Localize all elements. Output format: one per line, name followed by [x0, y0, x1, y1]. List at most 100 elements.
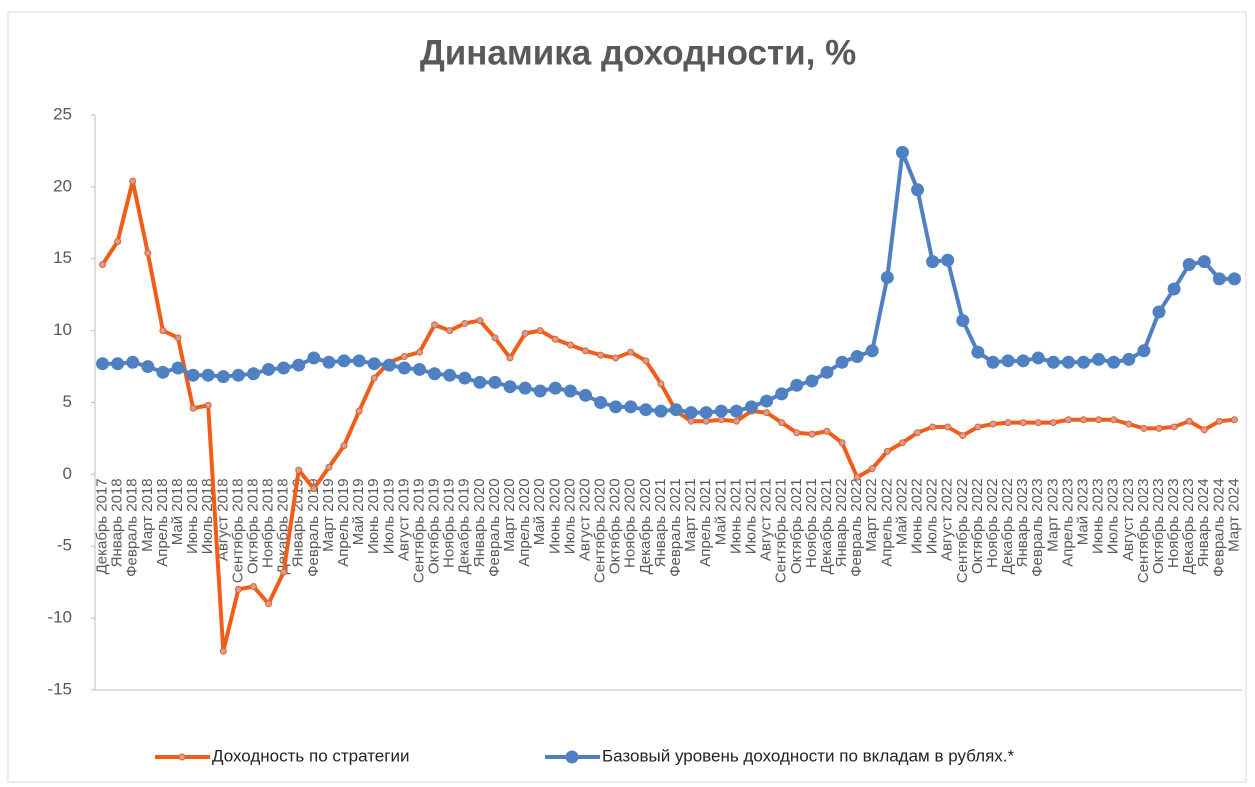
data-point — [370, 374, 378, 382]
data-point — [793, 429, 801, 437]
data-point — [702, 417, 710, 425]
y-tick-label: 0 — [63, 464, 72, 483]
x-tick-label: Сентябрь 2018 — [229, 478, 246, 583]
data-point — [895, 145, 909, 159]
data-point — [865, 344, 879, 358]
data-point — [1001, 354, 1015, 368]
data-point — [1019, 419, 1027, 427]
data-point — [141, 360, 155, 374]
data-point — [959, 432, 967, 440]
data-point — [823, 427, 831, 435]
x-tick-label: Май 2019 — [350, 478, 367, 545]
data-point — [159, 327, 167, 335]
data-point — [174, 334, 182, 342]
data-point — [551, 335, 559, 343]
data-point — [687, 417, 695, 425]
data-point — [880, 270, 894, 284]
data-point — [415, 348, 423, 356]
data-point — [790, 378, 804, 392]
data-point — [1046, 355, 1060, 369]
data-point — [1064, 416, 1072, 424]
y-tick-label: 10 — [53, 320, 72, 339]
data-point — [533, 384, 547, 398]
data-point — [1200, 426, 1208, 434]
data-point — [506, 354, 514, 362]
data-point — [639, 403, 653, 417]
x-tick-label: Март 2024 — [1225, 478, 1242, 551]
data-point — [111, 357, 125, 371]
data-point — [397, 361, 411, 375]
legend-marker — [565, 750, 579, 764]
data-point — [340, 442, 348, 450]
x-tick-label: Декабрь 2017 — [94, 478, 111, 574]
data-point — [627, 348, 635, 356]
data-point — [594, 396, 608, 409]
data-point — [412, 362, 426, 376]
chart-title: Динамика доходности, % — [420, 33, 856, 72]
x-tick-label: Август 2019 — [395, 478, 412, 561]
data-point — [624, 400, 638, 414]
x-tick-label: Ноябрь 2022 — [984, 478, 1001, 568]
data-point — [1004, 419, 1012, 427]
data-point — [986, 355, 1000, 369]
data-point — [926, 255, 940, 269]
x-tick-label: Февраль 2022 — [848, 478, 865, 577]
data-point — [246, 367, 260, 381]
x-tick-label: Сентябрь 2019 — [410, 478, 427, 583]
data-point — [99, 261, 107, 268]
data-point — [1140, 424, 1148, 432]
data-point — [443, 368, 457, 382]
data-point — [1125, 420, 1133, 428]
data-point — [1016, 354, 1030, 368]
data-point — [280, 568, 288, 576]
x-tick-label: Февраль 2019 — [305, 478, 322, 577]
x-tick-label: Май 2023 — [1075, 478, 1092, 545]
data-point — [609, 400, 623, 414]
data-point — [732, 417, 740, 425]
data-point — [521, 330, 529, 337]
x-tick-label: Июнь 2018 — [184, 478, 201, 554]
data-point — [446, 327, 454, 335]
data-point — [763, 409, 771, 417]
x-tick-label: Февраль 2020 — [486, 478, 503, 577]
x-tick-label: Июль 2019 — [380, 478, 397, 554]
x-tick-label: Июнь 2020 — [546, 478, 563, 554]
data-point — [156, 365, 170, 379]
x-tick-label: Май 2020 — [531, 478, 548, 545]
data-point — [201, 368, 215, 382]
data-point — [1077, 355, 1091, 369]
data-point — [548, 381, 562, 395]
x-tick-label: Январь 2022 — [833, 478, 850, 567]
data-point — [654, 404, 668, 418]
data-point — [1107, 355, 1121, 369]
data-point — [355, 407, 363, 415]
data-point — [642, 357, 650, 365]
x-tick-label: Январь 2020 — [471, 478, 488, 567]
data-point — [808, 430, 816, 438]
data-point — [684, 406, 698, 420]
data-point — [473, 375, 487, 389]
data-point — [1110, 416, 1118, 424]
legend-marker — [178, 753, 186, 761]
data-point — [144, 249, 152, 257]
chart-frame — [7, 11, 1247, 783]
data-point — [1170, 423, 1178, 431]
x-tick-label: Октябрь 2021 — [788, 478, 805, 574]
x-tick-label: Июль 2020 — [561, 478, 578, 554]
x-tick-label: Июль 2021 — [742, 478, 759, 554]
data-point — [129, 177, 137, 185]
x-tick-label: Октябрь 2020 — [607, 478, 624, 574]
x-tick-label: Октябрь 2023 — [1150, 478, 1167, 574]
data-point — [775, 387, 789, 401]
data-point — [850, 350, 864, 363]
x-tick-label: Апрель 2019 — [335, 478, 352, 566]
x-tick-label: Февраль 2023 — [1029, 478, 1046, 577]
x-tick-label: Март 2021 — [682, 478, 699, 551]
data-point — [657, 380, 665, 388]
data-point — [1227, 272, 1241, 286]
data-point — [186, 368, 200, 382]
x-tick-label: Июнь 2019 — [365, 478, 382, 554]
data-point — [536, 327, 544, 335]
data-point — [729, 404, 743, 418]
